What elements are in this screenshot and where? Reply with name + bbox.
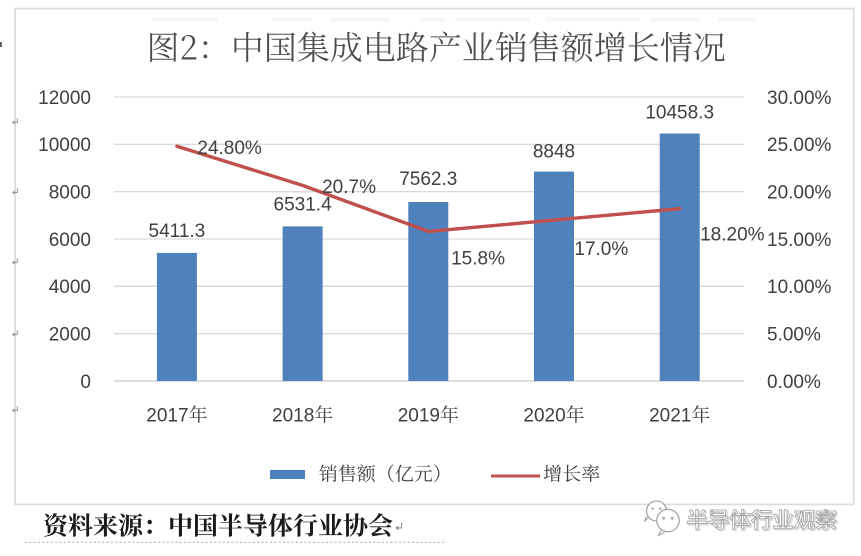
svg-text:2019: 2019 [398,406,440,427]
svg-text:2018: 2018 [272,406,314,427]
svg-text:2017: 2017 [146,406,188,427]
svg-text:15.00%: 15.00% [767,230,832,251]
svg-text:15.8%: 15.8% [451,249,505,270]
svg-text:25.00%: 25.00% [767,135,832,156]
svg-text:30.00%: 30.00% [767,88,832,109]
svg-text:7562.3: 7562.3 [399,169,457,190]
svg-text:0.00%: 0.00% [767,372,821,393]
svg-text:5411.3: 5411.3 [149,221,206,242]
svg-text:8000: 8000 [49,183,91,204]
svg-text:10458.3: 10458.3 [645,103,714,124]
svg-text:20.00%: 20.00% [767,183,832,204]
svg-text:5.00%: 5.00% [767,325,821,346]
svg-text:10000: 10000 [38,135,91,156]
svg-text:10.00%: 10.00% [767,277,832,298]
svg-text:4000: 4000 [49,277,91,298]
svg-text:2020: 2020 [523,406,565,427]
svg-text:2021: 2021 [649,406,691,427]
svg-text:20.7%: 20.7% [322,177,376,198]
svg-text:17.0%: 17.0% [574,239,628,260]
svg-text:18.20%: 18.20% [700,224,765,245]
svg-text:12000: 12000 [38,88,91,109]
svg-text:6531.4: 6531.4 [274,194,333,215]
svg-text:6000: 6000 [49,230,91,251]
svg-text:8848: 8848 [533,141,575,162]
svg-text:2000: 2000 [49,325,91,346]
svg-text:0: 0 [80,372,91,393]
svg-text:24.80%: 24.80% [197,138,262,159]
